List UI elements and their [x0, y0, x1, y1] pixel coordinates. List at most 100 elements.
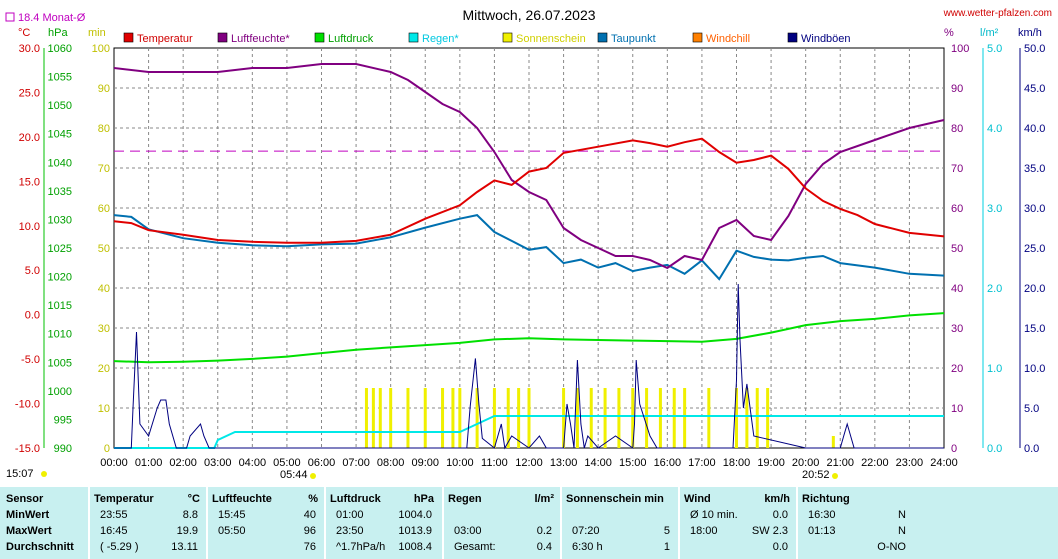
temp-unit: °C — [18, 27, 30, 39]
pressure-tick: 1005 — [48, 357, 72, 369]
rain-line — [114, 415, 944, 449]
sunshine-bar — [766, 388, 770, 448]
rain-time: Gesamt: — [454, 541, 496, 553]
time-tick: 04:00 — [239, 457, 267, 469]
humidity-time: 15:45 — [218, 509, 246, 521]
sunshine-bar — [506, 388, 510, 448]
sunset-icon — [832, 473, 838, 479]
rain-unit: l/m² — [534, 493, 554, 505]
sunshine-unit: min — [88, 27, 106, 39]
temperature-unit: °C — [187, 493, 200, 505]
moonrise-label: 15:07 — [6, 468, 34, 480]
sunshine-tick: 70 — [98, 163, 110, 175]
time-tick: 24:00 — [930, 457, 958, 469]
time-tick: 10:00 — [446, 457, 474, 469]
sunshine-bar — [492, 388, 496, 448]
temp-tick: 20.0 — [19, 132, 40, 144]
chart-title: Mittwoch, 26.07.2023 — [462, 7, 595, 23]
temp-tick: -10.0 — [15, 399, 40, 411]
wind-tick: 25.0 — [1024, 243, 1045, 255]
moon-icon — [41, 471, 47, 477]
time-tick: 16:00 — [654, 457, 682, 469]
sunshine-tick: 10 — [98, 403, 110, 415]
legend-swatch — [597, 32, 608, 43]
sunshine-bar — [645, 388, 649, 448]
rain-tick: 4.0 — [987, 123, 1002, 135]
temp-tick: 0.0 — [25, 310, 40, 322]
humidity-tick: 100 — [951, 43, 969, 55]
sunshine-bar — [562, 388, 566, 448]
sunshine-tick: 90 — [98, 83, 110, 95]
wind-time: 18:00 — [690, 525, 718, 537]
sunshine-bar — [589, 388, 593, 448]
pressure-unit: hPa — [413, 493, 434, 505]
pressure-tick: 1055 — [48, 72, 72, 84]
direction-time: 01:13 — [808, 525, 836, 537]
time-tick: 09:00 — [411, 457, 439, 469]
pressure-value: 1004.0 — [398, 509, 432, 521]
humidity-unit: % — [944, 27, 954, 39]
sunshine-tick: 80 — [98, 123, 110, 135]
legend-label: Luftdruck — [328, 33, 374, 45]
column-separator — [560, 487, 562, 559]
pressure-time: 23:50 — [336, 525, 364, 537]
legend-label: Temperatur — [137, 33, 193, 45]
wind-value: SW 2.3 — [751, 525, 788, 537]
time-tick: 12:00 — [515, 457, 543, 469]
temp-tick: -5.0 — [21, 354, 40, 366]
sunshine-bar — [451, 388, 455, 448]
humidity-tick: 70 — [951, 163, 963, 175]
column-separator — [206, 487, 208, 559]
sunshine-bar — [672, 388, 676, 448]
pressure-tick: 1035 — [48, 186, 72, 198]
time-tick: 08:00 — [377, 457, 405, 469]
sunshine-bar — [735, 388, 738, 448]
temp-tick: 5.0 — [25, 265, 40, 277]
sunshine-tick: 100 — [92, 43, 110, 55]
wind-tick: 5.0 — [1024, 403, 1039, 415]
sunshine-tick: 40 — [98, 283, 110, 295]
legend-label: Luftfeuchte* — [231, 33, 290, 45]
wind-tick: 0.0 — [1024, 443, 1039, 455]
temp-tick: -15.0 — [15, 443, 40, 455]
time-tick: 20:00 — [792, 457, 820, 469]
humidity-tick: 60 — [951, 203, 963, 215]
wind-tick: 45.0 — [1024, 83, 1045, 95]
sunshine-tick: 20 — [98, 363, 110, 375]
legend-label: Windchill — [706, 33, 750, 45]
time-tick: 23:00 — [896, 457, 924, 469]
sunshine-bar — [575, 388, 579, 448]
sunshine-bar — [831, 436, 835, 448]
sunshine-value: 1 — [663, 541, 670, 553]
site-url: www.wetter-pfalzen.com — [943, 8, 1052, 19]
humidity-tick: 20 — [951, 363, 963, 375]
direction-header: Richtung — [802, 493, 850, 505]
rain-tick: 1.0 — [987, 363, 1002, 375]
time-tick: 11:00 — [481, 457, 508, 469]
wind-tick: 30.0 — [1024, 203, 1045, 215]
dewpoint-line — [113, 214, 945, 281]
rain-tick: 0.0 — [987, 443, 1002, 455]
sunshine-tick: 30 — [98, 323, 110, 335]
column-separator — [678, 487, 680, 559]
rain-time: 03:00 — [454, 525, 482, 537]
column-separator — [324, 487, 326, 559]
row-label: MinWert — [6, 509, 50, 521]
time-tick: 01:00 — [135, 457, 163, 469]
time-tick: 02:00 — [169, 457, 197, 469]
time-tick: 06:00 — [308, 457, 336, 469]
temperature-time: 16:45 — [100, 525, 128, 537]
sunshine-bar — [745, 388, 749, 448]
pressure-unit: hPa — [48, 27, 68, 39]
sunshine-bar — [389, 388, 393, 448]
wind-time: Ø 10 min. — [690, 509, 738, 521]
sunshine-bar — [527, 388, 531, 448]
column-separator — [796, 487, 798, 559]
legend-swatch — [408, 32, 419, 43]
pressure-tick: 1040 — [48, 157, 72, 169]
humidity-value: 40 — [303, 509, 316, 521]
time-tick: 13:00 — [550, 457, 578, 469]
sunshine-bar — [378, 388, 382, 448]
humidity-tick: 0 — [951, 443, 957, 455]
humidity-time: 05:50 — [218, 525, 246, 537]
